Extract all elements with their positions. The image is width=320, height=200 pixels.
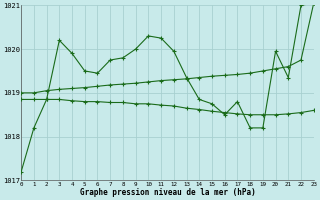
X-axis label: Graphe pression niveau de la mer (hPa): Graphe pression niveau de la mer (hPa) <box>80 188 255 197</box>
